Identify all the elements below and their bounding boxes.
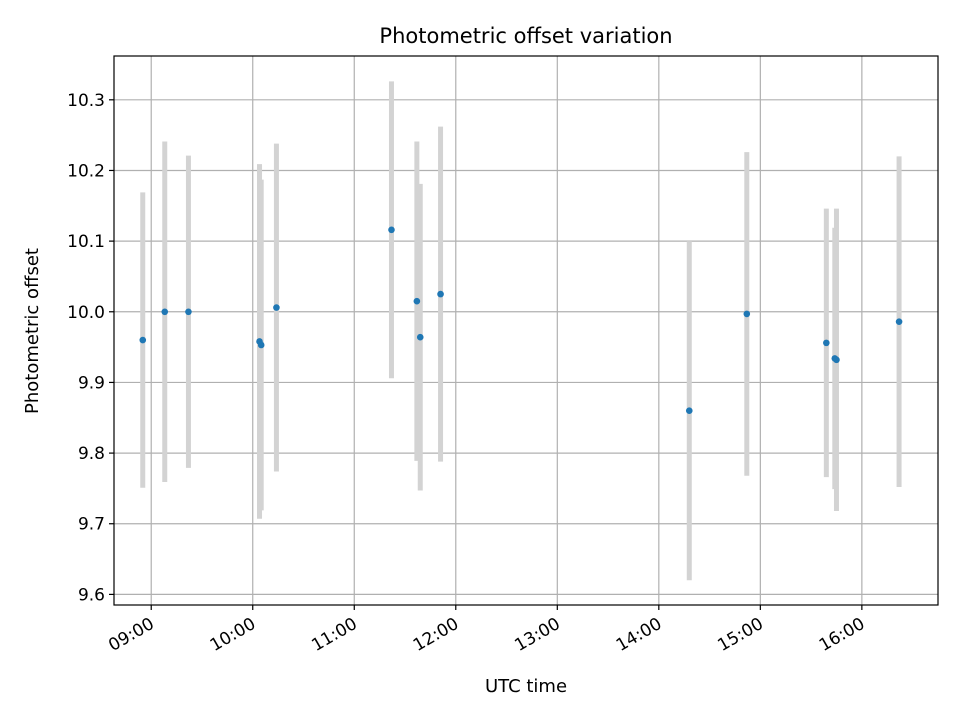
data-point xyxy=(139,336,147,344)
data-point xyxy=(833,356,840,364)
y-tick-label: 10.3 xyxy=(67,91,105,111)
y-tick-label: 10.0 xyxy=(67,303,105,323)
data-point xyxy=(416,333,424,341)
y-axis-ticks: 9.6 9.7 9.8 9.9 10.0 10.1 10.2 10.3 xyxy=(67,91,114,605)
x-axis-label: UTC time xyxy=(485,676,567,697)
y-tick-label: 10.1 xyxy=(67,232,105,252)
data-point xyxy=(257,341,265,349)
y-tick-label: 10.2 xyxy=(67,161,105,181)
y-tick-label: 9.9 xyxy=(78,373,105,393)
y-tick-label: 9.6 xyxy=(78,585,105,605)
y-tick-label: 9.7 xyxy=(78,515,105,535)
data-point xyxy=(413,297,421,305)
y-axis-label: Photometric offset xyxy=(22,248,43,414)
plot-area xyxy=(114,56,938,605)
data-point xyxy=(388,226,395,234)
plot-frame xyxy=(113,55,939,606)
data-points xyxy=(139,226,903,414)
data-point xyxy=(895,318,903,325)
data-point xyxy=(273,304,280,311)
chart-title: Photometric offset variation xyxy=(379,24,672,48)
grid xyxy=(114,56,938,605)
y-tick-label: 9.8 xyxy=(78,444,105,464)
data-point xyxy=(185,308,192,316)
data-point xyxy=(437,290,444,298)
data-point xyxy=(743,310,751,318)
data-point xyxy=(161,308,169,316)
data-point xyxy=(823,339,830,347)
data-point xyxy=(685,407,693,414)
